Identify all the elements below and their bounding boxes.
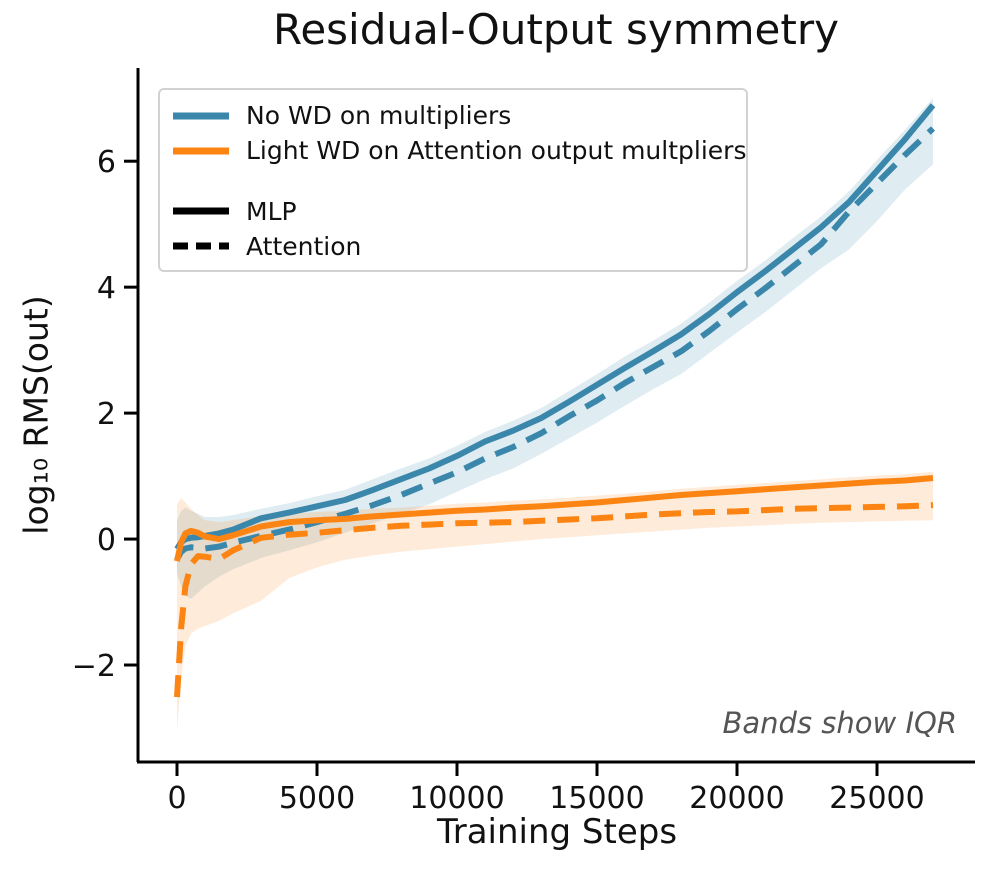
legend-label-condition-0: No WD on multipliers — [246, 101, 512, 131]
legend-label-style-0: MLP — [246, 196, 297, 226]
x-tick-label: 5000 — [279, 781, 355, 816]
legend: No WD on multipliers Light WD on Attentio… — [158, 88, 748, 272]
legend-swatch-condition-0 — [173, 112, 229, 120]
x-tick-label: 15000 — [549, 781, 644, 816]
x-tick-label: 0 — [167, 781, 186, 816]
y-tick-label: −2 — [72, 649, 116, 684]
iqr-band-1 — [177, 471, 933, 732]
y-tick-label: 6 — [97, 145, 116, 180]
legend-swatch-condition-1 — [173, 147, 229, 155]
legend-swatch-style-0 — [173, 207, 229, 215]
x-tick-label: 20000 — [689, 781, 784, 816]
series-attention-1 — [174, 126, 936, 561]
x-axis-label: Training Steps — [436, 812, 678, 852]
legend-item-style-0: MLP — [172, 193, 734, 228]
iqr-band-0 — [177, 98, 933, 599]
y-tick-label: 0 — [97, 523, 116, 558]
legend-item-condition-1: Light WD on Attention output multpliers — [172, 133, 746, 168]
y-tick-label: 4 — [97, 271, 116, 306]
y-tick-label: 2 — [97, 397, 116, 432]
x-tick-label: 10000 — [409, 781, 504, 816]
legend-label-condition-1: Light WD on Attention output multpliers — [246, 136, 747, 166]
legend-item-style-1: Attention — [172, 229, 734, 264]
legend-spacer — [172, 169, 734, 194]
x-tick-label: 25000 — [829, 781, 924, 816]
legend-item-condition-0: No WD on multipliers — [172, 98, 734, 133]
legend-label-style-1: Attention — [246, 231, 362, 261]
legend-swatch-style-1 — [173, 242, 229, 250]
series-attention-3 — [174, 502, 934, 698]
iqr-annotation: Bands show IQR — [722, 706, 957, 740]
series-mlp-2 — [174, 475, 934, 562]
chart-title: Residual-Output symmetry — [273, 5, 839, 54]
